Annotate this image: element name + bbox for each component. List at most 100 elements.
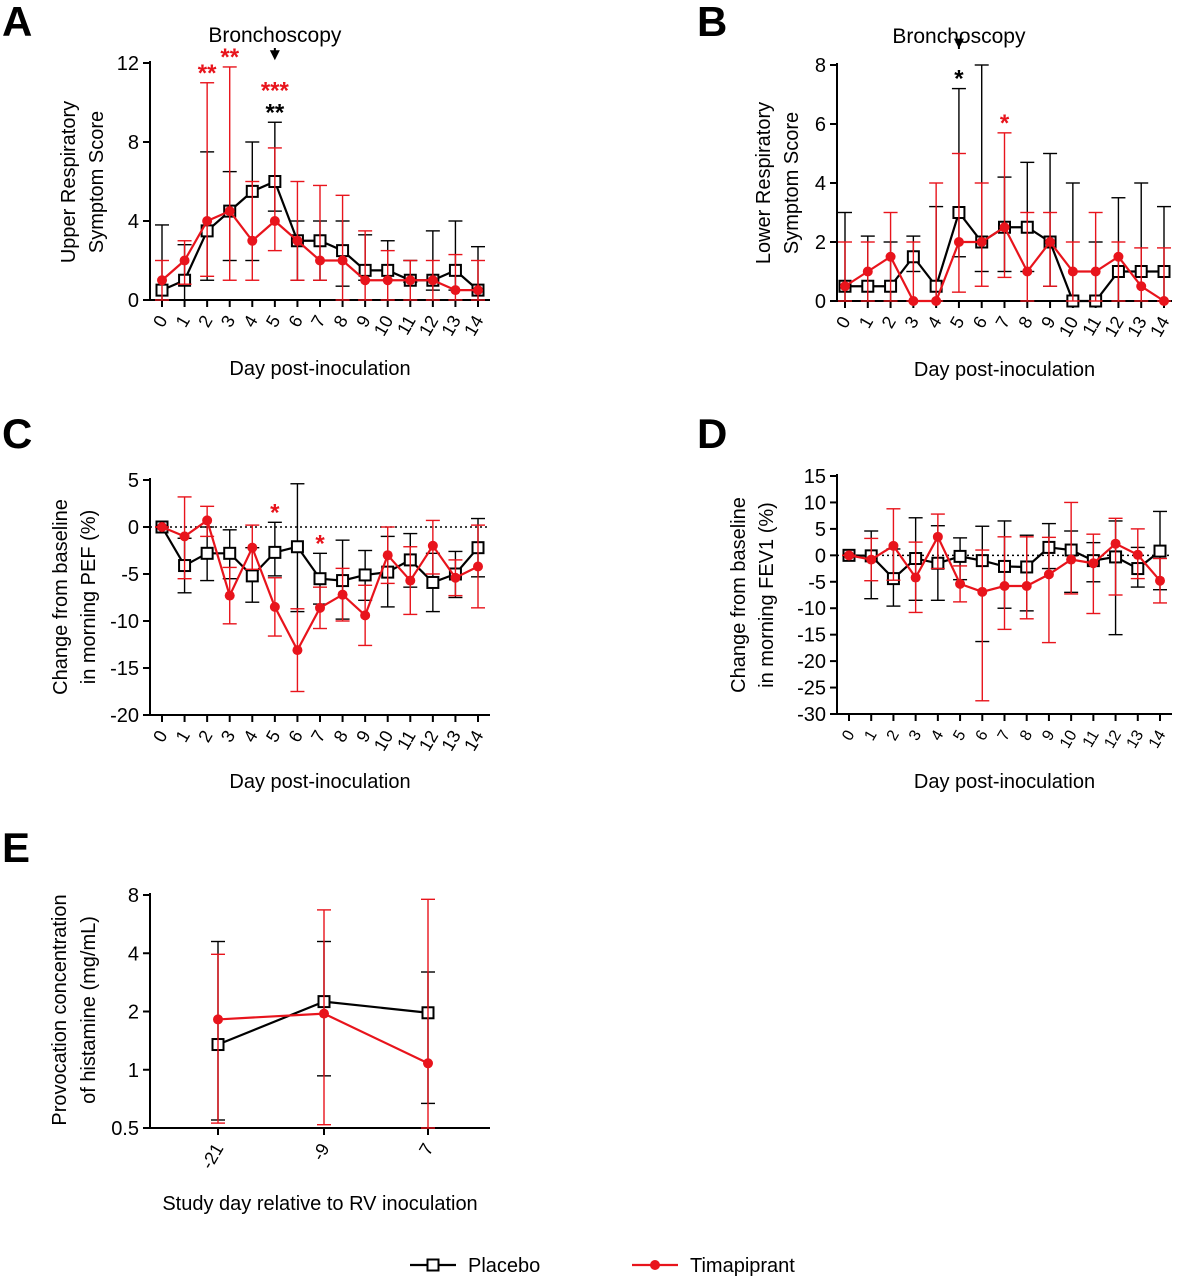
- y-tick-label: 2: [128, 1002, 139, 1024]
- data-point-timapiprant: [976, 237, 987, 247]
- y-tick-label: 0: [128, 517, 139, 539]
- y-tick-label: 4: [128, 211, 139, 233]
- x-tick-label: 12: [415, 312, 442, 339]
- data-point-placebo: [268, 545, 282, 559]
- y-axis-label: Symptom Score: [781, 112, 803, 254]
- x-axis-label: Day post-inoculation: [229, 771, 410, 793]
- y-tick-label: -10: [797, 598, 826, 620]
- data-point-timapiprant: [955, 578, 966, 589]
- data-point-placebo: [245, 569, 259, 583]
- y-tick-label: -20: [110, 705, 139, 727]
- data-point-timapiprant: [1136, 281, 1147, 292]
- x-tick-label: 12: [415, 727, 442, 754]
- x-tick-label: 6: [973, 727, 992, 743]
- data-point-timapiprant: [337, 589, 348, 600]
- data-point-timapiprant: [423, 1058, 433, 1069]
- x-tick-label: 2: [194, 312, 216, 331]
- x-tick-label: 0: [149, 312, 171, 331]
- panel-letter: D: [697, 410, 727, 457]
- data-point-placebo: [358, 568, 372, 582]
- y-tick-label: 10: [804, 492, 826, 514]
- y-tick-label: 0: [815, 545, 826, 567]
- data-point-placebo: [953, 549, 967, 563]
- y-tick-label: 5: [815, 519, 826, 541]
- y-tick-label: -25: [797, 678, 826, 700]
- y-tick-label: 4: [815, 173, 826, 195]
- data-point-timapiprant: [427, 275, 438, 286]
- x-tick-label: 8: [1014, 313, 1036, 332]
- data-point-placebo: [313, 572, 327, 586]
- data-point-timapiprant: [360, 275, 371, 286]
- x-tick-label: 3: [906, 727, 925, 743]
- significance-star: *: [1000, 110, 1010, 137]
- data-point-timapiprant: [157, 275, 167, 286]
- y-tick-label: 6: [815, 114, 826, 136]
- x-tick-label: 0: [839, 727, 858, 743]
- significance-star: ***: [261, 77, 290, 104]
- data-point-timapiprant: [319, 1008, 329, 1019]
- data-point-timapiprant: [885, 251, 896, 262]
- data-point-timapiprant: [427, 540, 438, 551]
- data-point-timapiprant: [179, 531, 190, 542]
- y-tick-label: 8: [815, 55, 826, 77]
- legend-item-timapiprant: Timapiprant: [632, 1255, 795, 1277]
- data-point-placebo: [223, 546, 237, 560]
- x-tick-label: 14: [1146, 313, 1173, 340]
- series-timapiprant: [838, 132, 1171, 306]
- data-point-timapiprant: [1132, 549, 1143, 560]
- y-tick-label: 8: [128, 885, 139, 907]
- data-point-timapiprant: [315, 255, 325, 266]
- x-tick-label: -9: [308, 1140, 333, 1164]
- y-axis-label: Lower Respiratory: [753, 102, 775, 264]
- x-tick-label: 4: [239, 727, 261, 746]
- data-point-timapiprant: [1021, 581, 1032, 592]
- data-point-placebo: [290, 540, 304, 554]
- data-point-timapiprant: [1088, 558, 1099, 569]
- data-point-placebo: [1153, 544, 1167, 558]
- data-point-timapiprant: [931, 296, 942, 306]
- data-point-timapiprant: [1066, 554, 1077, 565]
- significance-star: **: [220, 44, 239, 71]
- legend-label: Placebo: [468, 1255, 540, 1277]
- data-point-timapiprant: [360, 610, 371, 621]
- legend-marker: [426, 1258, 440, 1272]
- y-axis-label: Upper Respiratory: [58, 101, 80, 263]
- series-timapiprant: [155, 66, 485, 301]
- legend-item-placebo: Placebo: [410, 1255, 540, 1277]
- x-tick-label: 13: [1124, 727, 1148, 751]
- legend-label: Timapiprant: [690, 1255, 795, 1277]
- data-point-placebo: [426, 575, 440, 589]
- x-tick-label: 12: [1101, 313, 1128, 340]
- data-point-timapiprant: [269, 216, 280, 226]
- y-axis-label: in morning FEV1 (%): [756, 502, 778, 688]
- data-point-timapiprant: [999, 222, 1010, 233]
- data-point-timapiprant: [213, 1014, 223, 1025]
- data-point-timapiprant: [1155, 575, 1165, 586]
- y-axis-label: of histamine (mg/mL): [78, 916, 100, 1104]
- data-point-timapiprant: [202, 216, 213, 226]
- x-tick-label: 5: [262, 312, 284, 331]
- y-axis-label: Change from baseline: [728, 497, 750, 693]
- x-tick-label: 12: [1101, 727, 1125, 751]
- y-tick-label: 15: [804, 466, 826, 488]
- data-point-timapiprant: [840, 281, 850, 292]
- data-point-timapiprant: [247, 542, 258, 553]
- x-tick-label: -21: [197, 1140, 227, 1173]
- x-tick-label: 9: [1039, 727, 1058, 743]
- data-point-timapiprant: [910, 572, 921, 583]
- x-tick-label: 3: [217, 312, 239, 331]
- x-tick-label: 14: [1146, 727, 1170, 751]
- y-tick-label: 12: [117, 53, 139, 75]
- data-point-timapiprant: [1159, 296, 1169, 306]
- data-point-timapiprant: [269, 601, 280, 612]
- y-tick-label: -5: [121, 564, 139, 586]
- data-point-timapiprant: [247, 235, 258, 246]
- x-axis-label: Study day relative to RV inoculation: [162, 1193, 477, 1215]
- x-tick-label: 5: [950, 727, 969, 743]
- x-tick-label: 4: [239, 312, 261, 331]
- panel-letter: A: [2, 0, 32, 45]
- x-tick-label: 10: [1055, 313, 1082, 340]
- x-tick-label: 13: [438, 727, 465, 754]
- legend-marker: [650, 1260, 660, 1270]
